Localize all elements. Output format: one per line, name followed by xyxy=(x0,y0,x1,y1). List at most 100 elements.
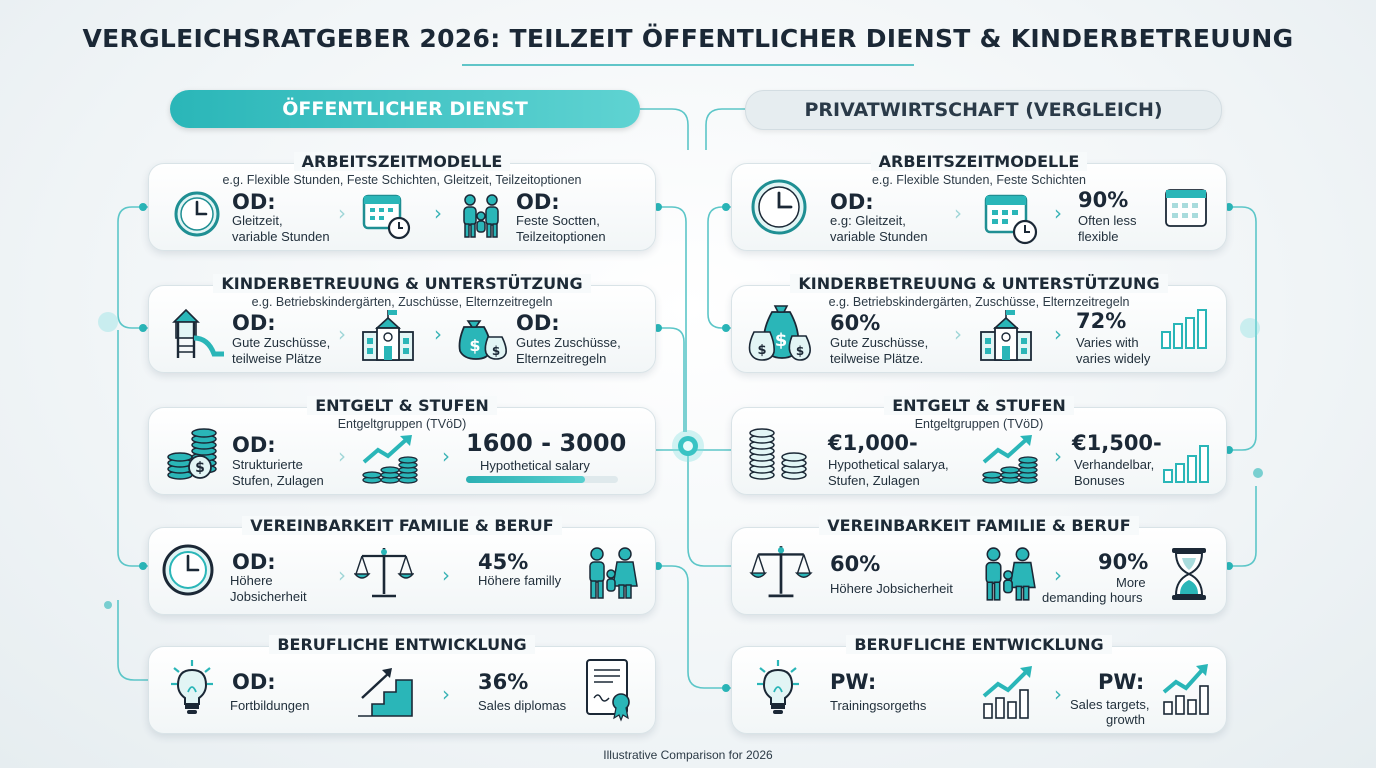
card-right-kinderbetreuung: KINDERBETREUUNG & UNTERSTÜTZUNG e.g. Bet… xyxy=(731,274,1227,373)
value-note-1: Hypothetical salarya, xyxy=(828,457,949,472)
clock-icon xyxy=(161,543,215,597)
value-secondary: 90% xyxy=(1078,188,1129,212)
value-note-1: Feste Soctten, xyxy=(516,213,600,228)
value-primary: OD: xyxy=(232,311,276,335)
value-note-1: More xyxy=(1116,575,1146,590)
calendar-icon xyxy=(983,190,1039,246)
value-note-2: variable Stunden xyxy=(830,229,928,244)
growth-chart-icon xyxy=(1160,660,1214,716)
salary-progress-bar xyxy=(466,476,618,483)
chevron-right-icon: › xyxy=(954,201,962,225)
svg-text:$: $ xyxy=(492,344,500,358)
value-note-2: Elternzeitregeln xyxy=(516,351,607,366)
card-right-vereinbarkeit: VEREINBARKEIT FAMILIE & BERUF xyxy=(731,516,1227,615)
family-icon xyxy=(583,546,639,602)
value-note-2: Jobsicherheit xyxy=(230,589,307,604)
chevron-right-icon: › xyxy=(1054,682,1062,706)
playground-slide-icon xyxy=(170,308,226,360)
stairs-up-icon xyxy=(354,664,418,720)
clock-icon xyxy=(751,177,807,235)
school-building-icon xyxy=(977,308,1035,364)
column-header-private: PRIVATWIRTSCHAFT (VERGLEICH) xyxy=(745,90,1222,130)
card-subtitle: Entgeltgruppen (TVöD) xyxy=(914,417,1044,431)
value-note-2: growth xyxy=(1106,712,1146,727)
page-title: VERGLEICHSRATGEBER 2026: TEILZEIT ÖFFENT… xyxy=(82,24,1294,53)
value-note-1: Sales diplomas xyxy=(478,698,567,713)
value-note-2: Bonuses xyxy=(1074,473,1125,488)
card-subtitle: e.g. Flexible Stunden, Feste Schichten, … xyxy=(222,173,582,187)
value-secondary: 1600 - 3000 xyxy=(466,429,627,457)
school-building-icon xyxy=(359,308,417,364)
chevron-right-icon: › xyxy=(338,444,346,468)
chevron-right-icon: › xyxy=(1054,322,1062,346)
svg-text:$: $ xyxy=(796,344,804,358)
value-primary: PW: xyxy=(830,670,877,694)
salary-progress-fill xyxy=(466,476,585,483)
money-bags-icon: $ $ $ xyxy=(748,302,812,362)
family-icon xyxy=(976,546,1040,604)
card-title: BERUFLICHE ENTWICKLUNG xyxy=(846,635,1112,654)
lightbulb-icon xyxy=(170,658,214,718)
calendar-icon xyxy=(1164,185,1210,231)
value-primary: OD: xyxy=(232,433,276,457)
chevron-right-icon: › xyxy=(338,201,346,225)
lightbulb-icon xyxy=(756,658,800,718)
value-secondary: OD: xyxy=(516,311,560,335)
card-subtitle: e.g. Flexible Stunden, Feste Schichten xyxy=(871,173,1086,187)
card-left-entwicklung: BERUFLICHE ENTWICKLUNG xyxy=(148,635,656,734)
value-note-1: Fortbildungen xyxy=(230,698,310,713)
value-note-1: Verhandelbar, xyxy=(1074,457,1155,472)
value-primary: OD: xyxy=(232,670,276,694)
svg-text:$: $ xyxy=(757,343,766,358)
growth-coins-icon xyxy=(980,432,1038,484)
value-note-2: Teilzeitoptionen xyxy=(516,229,606,244)
chevron-right-icon: › xyxy=(1054,444,1062,468)
card-title: KINDERBETREUUNG & UNTERSTÜTZUNG xyxy=(790,274,1168,293)
value-note-1: Gute Zuschüsse, xyxy=(232,335,331,350)
chevron-right-icon: › xyxy=(442,444,450,468)
value-note-1: Often less xyxy=(1078,213,1137,228)
value-note-2: Stufen, Zulagen xyxy=(828,473,920,488)
value-note-1: Höhere xyxy=(230,573,273,588)
chevron-right-icon: › xyxy=(442,563,450,587)
certificate-icon xyxy=(585,658,635,722)
card-subtitle: e.g. Betriebskindergärten, Zuschüsse, El… xyxy=(828,295,1130,309)
value-note-2: flexible xyxy=(1078,229,1119,244)
footer-note: Illustrative Comparison for 2026 xyxy=(603,748,773,762)
card-subtitle: Entgeltgruppen (TVöD) xyxy=(337,417,467,431)
value-note-2: variable Stunden xyxy=(232,229,330,244)
growth-chart-icon xyxy=(980,660,1038,720)
balance-scale-icon xyxy=(748,542,814,600)
value-note-1: Gleitzeit, xyxy=(232,213,283,228)
value-note-1: Hypothetical salary xyxy=(480,458,590,473)
value-secondary: 36% xyxy=(478,670,529,694)
chevron-right-icon: › xyxy=(434,201,442,225)
value-note-2: teilweise Plätze xyxy=(232,351,322,366)
card-left-kinderbetreuung: KINDERBETREUUNG & UNTERSTÜTZUNG e.g. Bet… xyxy=(148,274,656,373)
value-note-1: Trainingsorgeths xyxy=(830,698,927,713)
card-title: ARBEITSZEITMODELLE xyxy=(293,152,511,171)
svg-text:$: $ xyxy=(775,330,788,351)
value-note-1: Sales targets, xyxy=(1070,697,1150,712)
value-secondary: 72% xyxy=(1076,309,1127,333)
value-primary: 60% xyxy=(830,311,881,335)
column-header-public: ÖFFENTLICHER DIENST xyxy=(170,90,640,128)
card-title: BERUFLICHE ENTWICKLUNG xyxy=(269,635,535,654)
card-title: KINDERBETREUUNG & UNTERSTÜTZUNG xyxy=(213,274,591,293)
value-note-1: Höhere Jobsicherheit xyxy=(830,581,953,596)
card-right-entwicklung: BERUFLICHE ENTWICKLUNG xyxy=(731,635,1227,734)
value-secondary: €1,500- xyxy=(1072,431,1162,455)
value-note-1: Strukturierte xyxy=(232,457,303,472)
growth-coins-icon xyxy=(360,432,418,484)
bar-chart-icon xyxy=(1160,306,1212,350)
chevron-right-icon: › xyxy=(434,322,442,346)
value-secondary: OD: xyxy=(516,190,560,214)
value-primary: 60% xyxy=(830,552,881,576)
clock-icon xyxy=(173,190,221,238)
card-left-vereinbarkeit: VEREINBARKEIT FAMILIE & BERUF xyxy=(148,516,656,615)
value-note-1: Varies with xyxy=(1076,335,1139,350)
card-title: VEREINBARKEIT FAMILIE & BERUF xyxy=(819,516,1139,535)
value-primary: €1,000- xyxy=(828,431,918,455)
bar-chart-icon xyxy=(1162,442,1214,484)
